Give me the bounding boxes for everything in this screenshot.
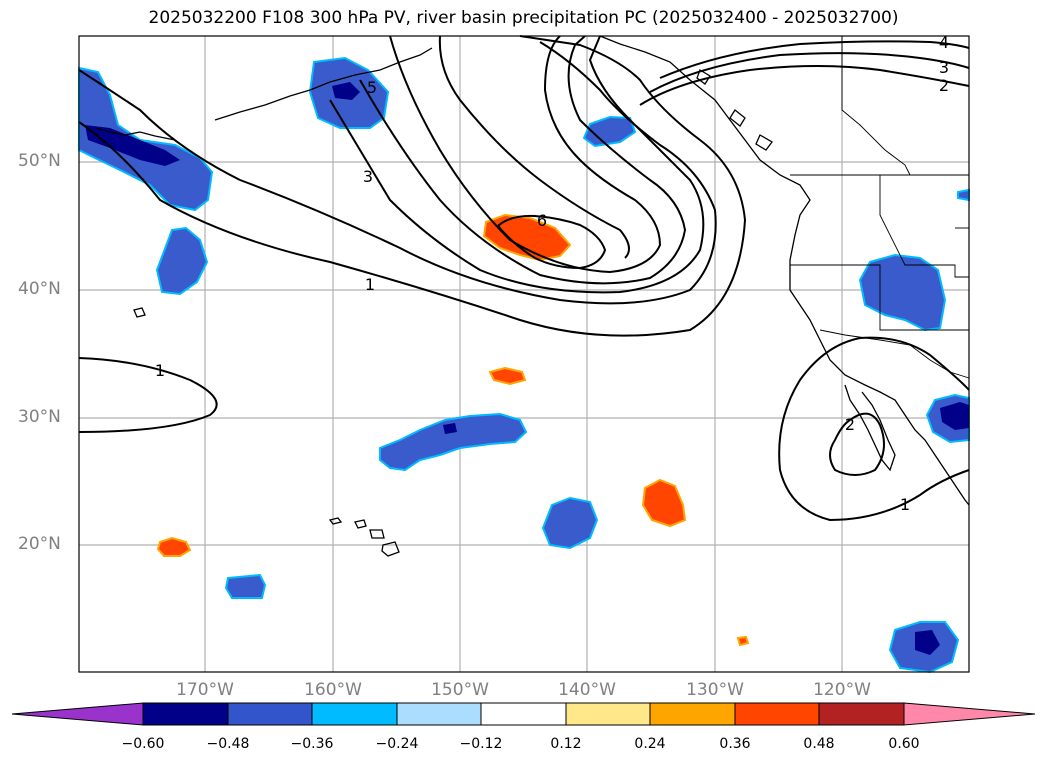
colorbar-tick: 0.24 [634,736,666,752]
patch-aleutian-west [155,226,209,296]
colorbar-tick: −0.48 [206,736,250,752]
lat-label-30n: 30°N [18,407,61,427]
colorbar-tick: 0.60 [888,736,920,752]
lat-label-40n: 40°N [18,279,61,299]
contour-6 [497,214,607,270]
lon-label-150w: 150°W [431,680,489,700]
contour-3 [329,35,705,294]
patch-central-pacific [379,412,528,472]
patch-tiny [736,635,750,647]
contour-northeast-4 [659,40,970,79]
lat-label-50n: 50°N [18,151,61,171]
colorbar-bin [480,702,567,726]
contour-southeast-2 [829,412,885,476]
colorbar-tick: −0.24 [375,736,419,752]
coast-baja [844,384,896,472]
contour-1-main [78,35,747,337]
colorbar [11,702,1036,726]
contour-5 [389,35,662,274]
map-title: 2025032200 F108 300 hPa PV, river basin … [148,8,899,28]
coastlines [94,35,970,557]
contour-label: 5 [367,78,377,97]
colorbar-bin [649,702,736,726]
contour-label: 6 [537,211,547,230]
contour-4 [359,35,687,285]
colorbar-tick: 0.48 [803,736,835,752]
contour-label: 3 [939,58,949,77]
coast-north-america [599,35,970,506]
contour-southeast-1 [778,336,970,522]
contour-label: 2 [939,76,949,95]
map-frame [78,35,970,673]
positive-precip-patches [156,213,750,647]
patch-bc-coast [582,115,637,148]
contour-label: 1 [365,275,375,294]
pv-contours [78,35,970,522]
colorbar-bin [311,702,398,726]
graticule [79,36,969,672]
lon-label-160w: 160°W [304,680,362,700]
contour-label: 2 [845,415,855,434]
hawaii-islands [328,517,400,557]
lon-label-120w: 120°W [813,680,871,700]
patch-hawaii-ne [541,496,599,550]
strong-negative-cores [85,82,969,655]
coast-alaska [214,47,433,121]
colorbar-tick: 0.12 [550,736,582,752]
colorbar-tick: −0.60 [121,736,165,752]
lon-label-130w: 130°W [686,680,744,700]
colorbar-extend-low [11,702,144,726]
colorbar-bin [565,702,651,726]
colorbar-tick: −0.12 [459,736,503,752]
map-background [79,36,969,672]
patch-west-edge [78,66,214,212]
colorbar-bin [142,702,229,726]
patch-small-mid [488,366,527,386]
contour-label: 3 [363,167,373,186]
contour-label: 4 [939,33,949,52]
patch-edge-sliver [957,188,970,202]
lon-label-140w: 140°W [558,680,616,700]
colorbar-extend-high [903,702,1036,726]
patch-nevada [858,253,947,332]
colorbar-tick: 0.36 [719,736,751,752]
lon-label-170w: 170°W [176,680,234,700]
colorbar-bin [818,702,905,726]
colorbar-bin [734,702,820,726]
contour-inner-upper [438,35,630,259]
patch-south-small [224,573,267,599]
colorbar-bin [227,702,313,726]
coast-aleutians [94,127,176,141]
colorbar-tick: −0.36 [290,736,334,752]
patch-south-west [156,536,192,557]
contour-northeast-2 [639,65,970,106]
contour-label-group: 4 3 2 5 3 6 1 1 2 1 [155,33,949,514]
patch-south-center [641,478,687,528]
coast-islands-bc [696,69,773,151]
lat-label-20n: 20°N [18,534,61,554]
negative-precip-patches [78,56,970,674]
contour-west-1 [78,357,218,433]
contour-northeast-3 [649,52,970,93]
contour-label: 1 [900,495,910,514]
colorbar-bin [396,702,482,726]
island-small [133,307,146,318]
contour-label: 1 [155,361,165,380]
